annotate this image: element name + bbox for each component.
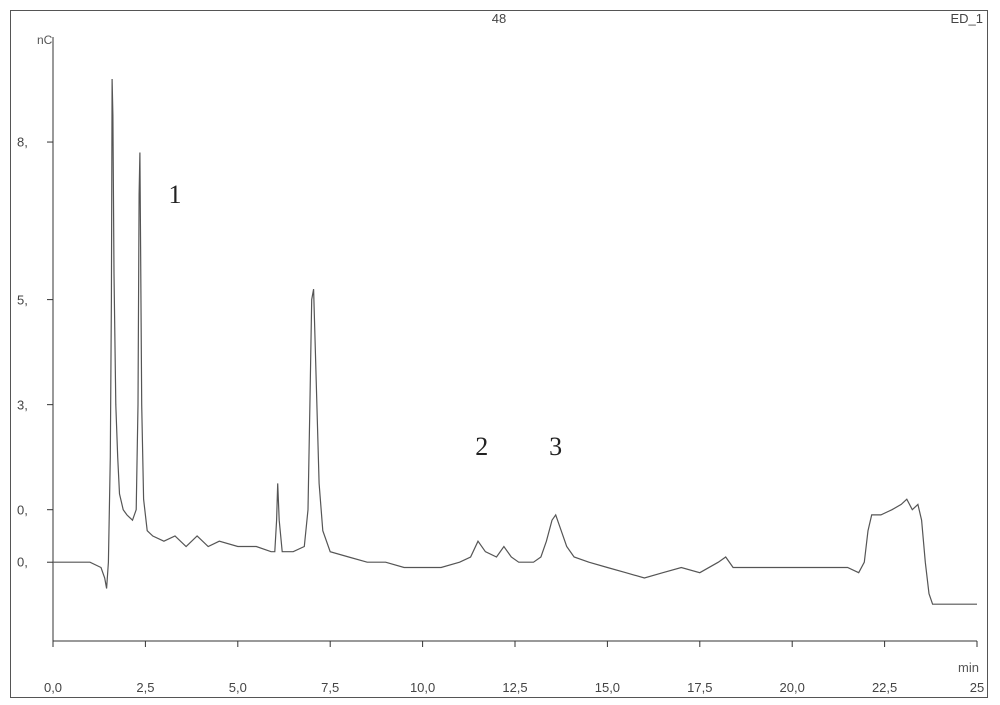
x-tick-label: 7,5 bbox=[321, 680, 339, 695]
peak-label: 2 bbox=[475, 432, 488, 462]
x-tick-label: 2,5 bbox=[136, 680, 154, 695]
y-tick-label: 8, bbox=[17, 135, 28, 150]
outer-frame: 48 ED_1 nC min 0,02,55,07,510,012,515,01… bbox=[10, 10, 988, 698]
x-tick-label: 15,0 bbox=[595, 680, 620, 695]
y-tick-label: 0, bbox=[17, 502, 28, 517]
x-tick-label: 0,0 bbox=[44, 680, 62, 695]
peak-label: 3 bbox=[549, 432, 562, 462]
x-tick-label: 20,0 bbox=[780, 680, 805, 695]
x-tick-label: 25 bbox=[970, 680, 984, 695]
y-tick-label: 3, bbox=[17, 397, 28, 412]
x-tick-label: 10,0 bbox=[410, 680, 435, 695]
chart-svg bbox=[33, 31, 983, 671]
x-tick-label: 5,0 bbox=[229, 680, 247, 695]
x-tick-label: 22,5 bbox=[872, 680, 897, 695]
x-tick-label: 17,5 bbox=[687, 680, 712, 695]
chart-header: 48 ED_1 bbox=[11, 11, 987, 29]
x-tick-label: 12,5 bbox=[502, 680, 527, 695]
header-right-text: ED_1 bbox=[950, 11, 983, 26]
peak-label: 1 bbox=[168, 180, 181, 210]
x-axis-unit: min bbox=[958, 660, 979, 675]
y-tick-label: 0, bbox=[17, 555, 28, 570]
chromatogram-plot bbox=[33, 31, 983, 671]
header-center-text: 48 bbox=[492, 11, 506, 26]
y-tick-label: 5, bbox=[17, 292, 28, 307]
